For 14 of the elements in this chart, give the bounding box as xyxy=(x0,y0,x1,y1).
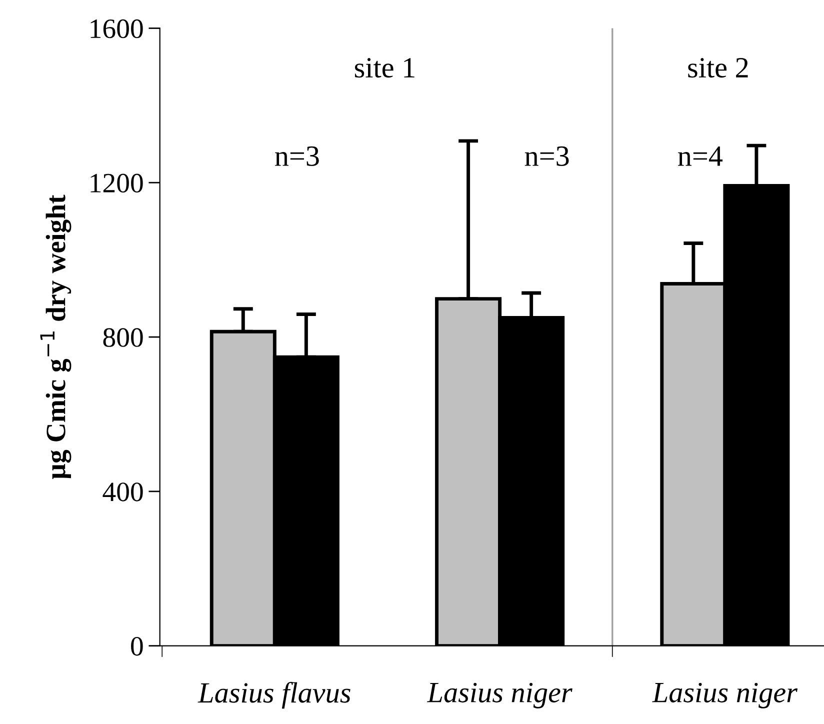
annotation: n=3 xyxy=(275,146,319,166)
y-tick-label: 800 xyxy=(103,328,143,347)
annotation: n=3 xyxy=(524,146,569,166)
annotation: site 2 xyxy=(688,58,748,78)
annotation: n=4 xyxy=(678,146,723,166)
y-tick-label: 1600 xyxy=(90,19,143,38)
x-tick-label: Lasius niger xyxy=(426,682,572,708)
y-axis-title: µg Cmic g$^{−1}$ dry weight xyxy=(40,194,72,480)
y-tick-label: 0 xyxy=(131,636,143,656)
y-tick-label: 400 xyxy=(102,482,143,502)
y-tick-label: 1200 xyxy=(90,174,143,193)
x-tick-label: Lasius flavus xyxy=(198,682,350,709)
x-tick-label: Lasius niger xyxy=(652,682,798,708)
annotation: site 1 xyxy=(355,58,414,78)
